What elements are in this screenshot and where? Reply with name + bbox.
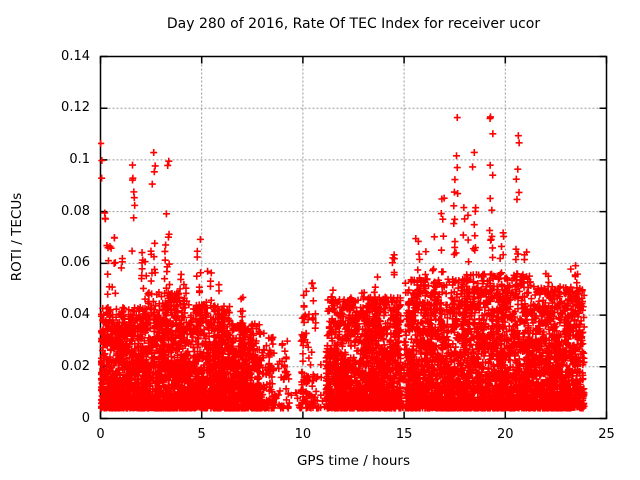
y-tick-label: 0.08 [61, 203, 90, 219]
x-tick-label: 15 [395, 427, 413, 442]
x-axis-label: GPS time / hours [296, 453, 411, 469]
x-tick-label: 20 [497, 427, 514, 442]
x-tick-label: 0 [96, 427, 105, 442]
y-tick-label: 0.14 [61, 48, 90, 64]
y-tick-label: 0 [81, 410, 90, 426]
y-tick-label: 0.1 [69, 151, 90, 167]
y-tick-label: 0.12 [61, 100, 90, 116]
y-tick-label: 0.02 [61, 358, 90, 374]
y-tick-label: 0.04 [61, 307, 90, 323]
x-tick-label: 10 [294, 427, 312, 442]
chart-title: Day 280 of 2016, Rate Of TEC Index for r… [166, 16, 541, 32]
x-tick-label: 5 [197, 427, 206, 442]
x-tick-label: 25 [598, 427, 615, 442]
y-tick-label: 0.06 [61, 255, 90, 271]
